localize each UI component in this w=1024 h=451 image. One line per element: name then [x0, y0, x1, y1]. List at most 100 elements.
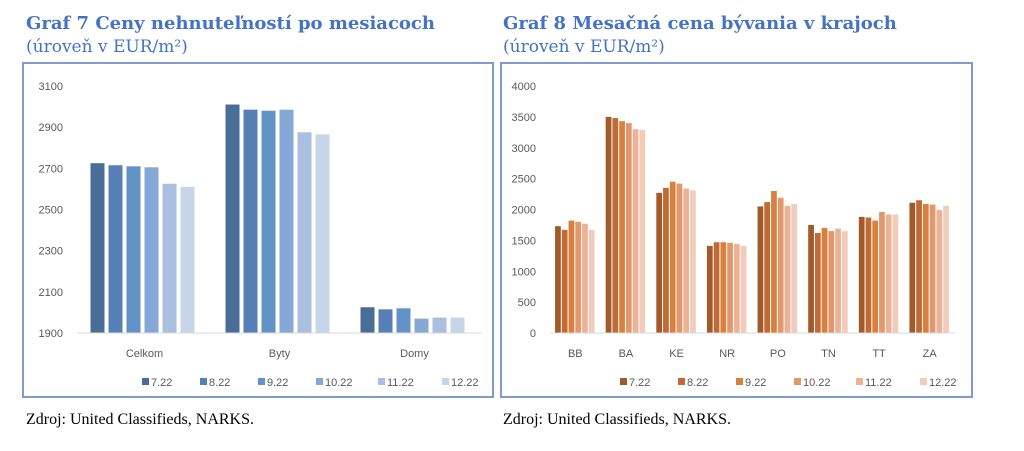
legend-swatch — [442, 378, 449, 385]
chart2-source: Zdroj: United Classifieds, NARKS. — [503, 411, 731, 428]
bar-ZA-8.22 — [916, 200, 922, 333]
legend-swatch — [620, 378, 627, 385]
bar-NR-7.22 — [706, 245, 713, 333]
chart1-title: Graf 7 Ceny nehnuteľností po mesiacoch — [26, 13, 435, 34]
bar-KE-10.22 — [676, 183, 683, 333]
x-tick-label: PO — [770, 348, 786, 360]
bar-BB-7.22 — [555, 226, 561, 333]
legend-label: 11.22 — [865, 377, 892, 389]
legend-label: 11.22 — [387, 377, 414, 389]
y-tick-label: 3100 — [39, 81, 63, 93]
bar-TN-7.22 — [808, 224, 814, 333]
legend-swatch — [200, 378, 207, 385]
chart2-subtitle: (úroveň v EUR/m²) — [503, 37, 665, 57]
bar-NR-11.22 — [733, 244, 740, 333]
bar-Celkom-10.22 — [144, 167, 159, 333]
bar-TN-11.22 — [835, 228, 841, 333]
bar-PO-12.22 — [791, 203, 798, 333]
y-tick-label: 4000 — [512, 81, 536, 93]
y-tick-label: 0 — [530, 328, 536, 340]
bar-KE-12.22 — [690, 190, 696, 333]
chart1-source: Zdroj: United Classifieds, NARKS. — [26, 411, 254, 428]
y-tick-label: 2000 — [512, 205, 536, 217]
bar-ZA-10.22 — [929, 204, 936, 333]
x-tick-label: BB — [568, 348, 583, 360]
y-tick-label: 500 — [518, 297, 536, 309]
bar-KE-8.22 — [663, 187, 669, 333]
bar-BB-10.22 — [575, 221, 582, 333]
y-tick-label: 2300 — [39, 246, 63, 258]
bar-KE-9.22 — [669, 181, 676, 333]
legend-label: 9.22 — [745, 377, 766, 389]
legend-swatch — [920, 378, 927, 385]
bar-Byty-7.22 — [225, 104, 240, 334]
bar-TN-8.22 — [814, 232, 821, 333]
bar-PO-9.22 — [771, 190, 777, 333]
bar-Byty-10.22 — [279, 109, 294, 333]
bar-BA-12.22 — [639, 129, 646, 333]
bar-ZA-11.22 — [936, 210, 943, 333]
bar-KE-11.22 — [683, 188, 690, 333]
legend-label: 7.22 — [629, 377, 650, 389]
legend-label: 10.22 — [803, 377, 831, 389]
bar-PO-7.22 — [757, 206, 764, 333]
legend-swatch — [856, 378, 863, 385]
y-tick-label: 2500 — [39, 205, 63, 217]
bar-Byty-12.22 — [315, 134, 330, 333]
bar-BB-11.22 — [582, 223, 588, 333]
legend-swatch — [678, 378, 685, 385]
legend-label: 12.22 — [451, 377, 479, 389]
bar-TT-11.22 — [885, 214, 892, 333]
x-tick-label: Domy — [400, 348, 429, 360]
bar-BB-8.22 — [561, 229, 568, 333]
y-tick-label: 1500 — [512, 235, 536, 247]
bar-BB-9.22 — [568, 220, 575, 333]
bar-TN-10.22 — [828, 231, 835, 333]
legend-swatch — [378, 378, 385, 385]
legend-label: 8.22 — [687, 377, 708, 389]
bar-PO-10.22 — [777, 197, 784, 333]
x-tick-label: ZA — [923, 348, 938, 360]
bar-TT-7.22 — [858, 216, 865, 333]
bar-TT-9.22 — [872, 220, 879, 333]
bar-BA-10.22 — [625, 123, 632, 333]
bar-TN-12.22 — [841, 231, 848, 333]
y-tick-label: 2100 — [39, 287, 63, 299]
bar-Domy-11.22 — [432, 317, 447, 333]
bar-Celkom-12.22 — [180, 186, 195, 333]
bar-BA-9.22 — [619, 121, 625, 333]
legend-label: 10.22 — [325, 377, 353, 389]
bar-Domy-7.22 — [360, 307, 375, 333]
legend-swatch — [316, 378, 323, 385]
y-tick-label: 2700 — [39, 163, 63, 175]
x-tick-label: TT — [872, 348, 886, 360]
chart1-subtitle: (úroveň v EUR/m²) — [26, 37, 188, 57]
bar-BB-12.22 — [588, 229, 595, 333]
bar-Byty-8.22 — [243, 109, 258, 333]
x-tick-label: KE — [669, 348, 684, 360]
bar-BA-8.22 — [612, 118, 619, 333]
y-tick-label: 1000 — [512, 266, 536, 278]
y-tick-label: 1900 — [39, 328, 63, 340]
bar-NR-12.22 — [740, 245, 747, 333]
bar-Domy-12.22 — [450, 317, 465, 333]
x-tick-label: TN — [821, 348, 836, 360]
bar-BA-11.22 — [632, 129, 639, 333]
chart1-svg: 1900 2100 2300 2500 2700 2900 3100 Celkom Byty Do… — [39, 81, 482, 389]
bar-ZA-7.22 — [909, 202, 916, 333]
bar-Domy-10.22 — [414, 318, 429, 333]
bar-Celkom-9.22 — [126, 166, 141, 333]
bar-ZA-12.22 — [943, 205, 949, 333]
legend-label: 12.22 — [929, 377, 957, 389]
legend-label: 7.22 — [151, 377, 172, 389]
bar-Celkom-7.22 — [90, 163, 105, 333]
chart2-svg: 0 500 1000 1500 2000 2500 3000 3500 4000 BB BA KE NR… — [512, 81, 957, 389]
x-tick-label: Celkom — [126, 348, 163, 360]
y-tick-label: 2500 — [512, 174, 536, 186]
bar-Byty-11.22 — [297, 132, 312, 333]
bar-Celkom-8.22 — [108, 165, 123, 333]
bar-ZA-9.22 — [922, 203, 929, 333]
legend-swatch — [258, 378, 265, 385]
bar-NR-10.22 — [727, 242, 733, 333]
bar-PO-11.22 — [784, 205, 791, 333]
